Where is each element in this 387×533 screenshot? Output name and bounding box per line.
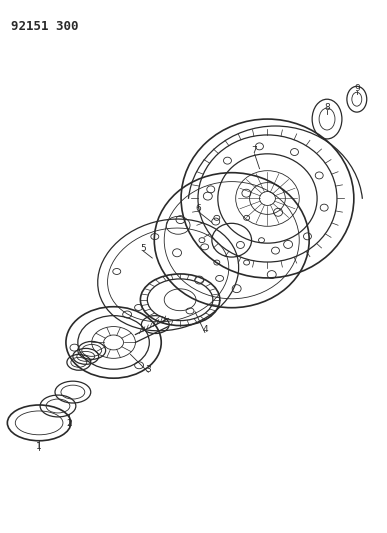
Text: 1: 1 <box>36 442 42 451</box>
Text: 7: 7 <box>252 147 257 155</box>
Text: 3: 3 <box>146 365 151 374</box>
Text: 9: 9 <box>354 84 360 93</box>
Text: 92151 300: 92151 300 <box>11 20 79 33</box>
Text: 8: 8 <box>324 103 330 111</box>
Text: 2: 2 <box>66 419 72 429</box>
Text: 4: 4 <box>202 325 208 334</box>
Text: 6: 6 <box>195 204 201 213</box>
Text: 5: 5 <box>140 244 146 253</box>
